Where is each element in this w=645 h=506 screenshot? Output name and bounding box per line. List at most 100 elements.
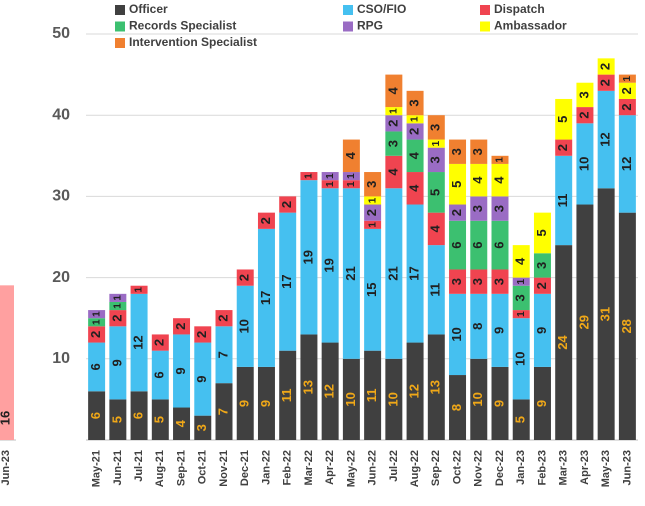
data-label: 10 [237, 319, 252, 333]
legend-label: Ambassador [494, 19, 567, 33]
data-label: 17 [279, 274, 294, 288]
bar-segment [576, 82, 594, 108]
bar-segment [109, 301, 127, 311]
data-label: 5 [449, 181, 464, 188]
data-label: 6 [131, 412, 146, 419]
bar-segment [279, 212, 297, 351]
data-label: 2 [407, 128, 422, 135]
bar-segment [109, 293, 127, 302]
bar-segment [364, 204, 382, 221]
x-tick-label: Jun-23 [0, 450, 12, 485]
bar-segment [491, 163, 509, 197]
data-label: 10 [470, 392, 485, 406]
legend-label: Dispatch [494, 2, 545, 16]
bar-segment [427, 172, 445, 213]
data-label: 6 [449, 242, 464, 249]
bar-segment [427, 115, 445, 140]
data-label: 3 [576, 91, 591, 98]
data-label: 2 [555, 144, 570, 151]
bar-segment [618, 115, 636, 213]
data-label: 1 [367, 222, 378, 228]
legend-label: CSO/FIO [357, 2, 406, 16]
bar-segment [406, 90, 424, 116]
data-label: 31 [598, 307, 613, 321]
x-tick-label: May-22 [345, 450, 357, 487]
data-label: 7 [215, 408, 230, 415]
data-label: 11 [279, 388, 294, 402]
data-label: 9 [491, 400, 506, 407]
data-label: 13 [428, 380, 443, 394]
data-label: 3 [470, 278, 485, 285]
bar-segment [406, 204, 424, 343]
bar-segment [88, 342, 106, 392]
y-tick-label: 10 [52, 350, 70, 367]
data-label: 5 [428, 189, 443, 196]
bar-segment [342, 180, 360, 189]
bar-segment [427, 212, 445, 246]
x-tick-label: Oct-21 [197, 450, 209, 484]
data-label: 2 [194, 331, 209, 338]
data-label: 1 [304, 173, 315, 179]
data-label: 19 [300, 250, 315, 264]
bar-segment [109, 399, 127, 440]
x-tick-label: Feb-23 [536, 450, 548, 485]
bar-segment [364, 228, 382, 351]
bar-segment [512, 245, 530, 278]
bar-segment [300, 334, 318, 440]
data-label: 2 [215, 315, 230, 322]
data-label: 3 [385, 140, 400, 147]
bar-segment [173, 407, 191, 440]
data-label: 10 [513, 352, 528, 366]
bar-segment [597, 74, 615, 91]
data-label: 3 [470, 148, 485, 155]
bar-segment [385, 131, 403, 156]
x-tick-label: Oct-22 [451, 450, 463, 484]
data-label: 1 [325, 173, 336, 179]
bar-segment [597, 90, 615, 189]
data-label: 2 [598, 63, 613, 70]
bar-segment [321, 172, 339, 181]
data-label: 2 [152, 339, 167, 346]
x-tick-label: Dec-21 [239, 450, 251, 486]
x-tick-label: Dec-22 [494, 450, 506, 486]
data-label: 3 [491, 278, 506, 285]
x-tick-label: Sep-21 [175, 450, 187, 486]
x-tick-label: Mar-23 [558, 450, 570, 485]
x-tick-label: Jan-23 [515, 450, 527, 485]
y-tick-label: 40 [52, 106, 70, 123]
legend-swatch [480, 5, 490, 15]
bar-segment [449, 375, 467, 440]
data-label: 2 [385, 120, 400, 127]
bar-segment [151, 399, 169, 440]
bar-segment [533, 277, 551, 294]
data-label: 6 [88, 363, 103, 370]
bar-segment [406, 123, 424, 140]
data-label: 4 [491, 176, 506, 184]
data-label: 13 [300, 380, 315, 394]
data-label: 6 [491, 242, 506, 249]
bar-segment [427, 245, 445, 335]
bar-segment [109, 310, 127, 327]
bar-segment [449, 163, 467, 205]
data-label: 11 [364, 388, 379, 402]
data-label: 1 [516, 278, 527, 284]
bar-segment [236, 269, 254, 286]
bar-segment [512, 399, 530, 440]
bar-segment [88, 391, 106, 440]
bar-segment [342, 358, 360, 440]
bar-segment [236, 285, 254, 367]
bar-segment [257, 212, 275, 229]
legend-swatch [343, 5, 353, 15]
bar-segment [470, 269, 488, 294]
data-label: 4 [173, 419, 188, 427]
data-label: 28 [619, 319, 634, 333]
x-tick-label: Jun-23 [621, 450, 633, 485]
bar-segment [555, 245, 573, 440]
data-label: 15 [364, 283, 379, 297]
y-tick-label: 30 [52, 188, 70, 205]
data-label: 5 [555, 116, 570, 123]
data-label: 2 [576, 112, 591, 119]
bar-segment [555, 139, 573, 156]
x-tick-label: Jun-22 [367, 450, 379, 485]
bar-segment [576, 107, 594, 124]
